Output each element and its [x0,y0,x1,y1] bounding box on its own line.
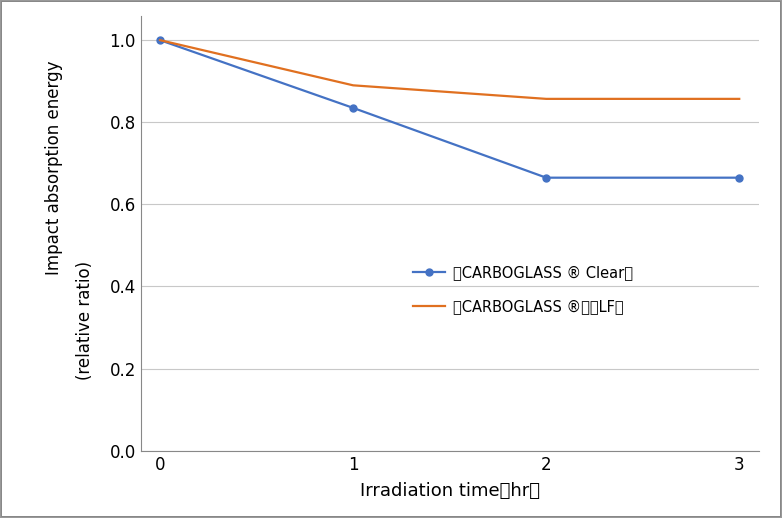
「CARBOGLASS ® Clear」 [156,37,165,44]
Line: 「CARBOGLASS ®　　LF」: 「CARBOGLASS ® LF」 [160,40,739,99]
Text: (relative ratio): (relative ratio) [76,261,94,380]
「CARBOGLASS ® Clear」 [349,105,358,111]
Line: 「CARBOGLASS ® Clear」: 「CARBOGLASS ® Clear」 [156,37,743,181]
「CARBOGLASS ® Clear」 [541,175,551,181]
「CARBOGLASS ® Clear」 [734,175,744,181]
Text: Impact absorption energy: Impact absorption energy [45,61,63,275]
Legend: 「CARBOGLASS ® Clear」, 「CARBOGLASS ®　　LF」: 「CARBOGLASS ® Clear」, 「CARBOGLASS ® LF」 [407,260,639,320]
「CARBOGLASS ®　　LF」 [541,96,551,102]
「CARBOGLASS ®　　LF」 [156,37,165,44]
「CARBOGLASS ®　　LF」 [349,82,358,89]
X-axis label: Irradiation time［hr］: Irradiation time［hr］ [360,482,540,500]
「CARBOGLASS ®　　LF」 [734,96,744,102]
